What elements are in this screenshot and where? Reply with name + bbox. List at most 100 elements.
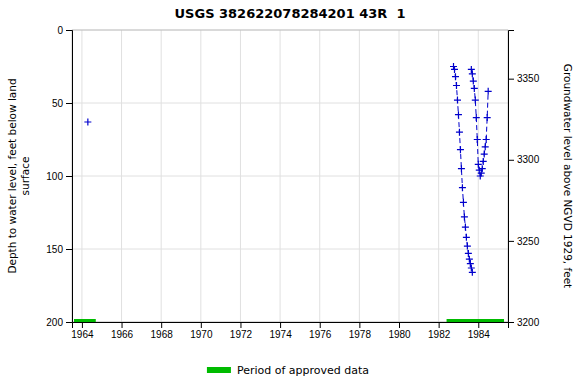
x-axis-tick-label: 1966 — [111, 329, 134, 340]
x-axis-tick-label: 1976 — [309, 329, 332, 340]
point-marker — [472, 97, 479, 104]
point-marker — [451, 66, 458, 73]
series-line — [471, 69, 488, 176]
x-axis: 1964 1966 1968 1970 1972 1974 1976 1978 1980 1982… — [71, 322, 508, 340]
plot: 1964 1966 1968 1970 1972 1974 1976 1978 1980 1982… — [46, 25, 539, 340]
legend: Period of approved data — [207, 364, 369, 377]
point-marker — [468, 264, 475, 271]
x-axis-tick: 1974 — [269, 322, 292, 340]
y2-axis-label: Groundwater level above NGVD 1929, feet — [562, 64, 574, 288]
x-axis-tick-label: 1968 — [151, 329, 174, 340]
x-axis-tick-label: 1984 — [468, 329, 491, 340]
point-marker — [461, 213, 468, 220]
point-marker — [464, 243, 471, 250]
series-line — [454, 67, 473, 273]
x-axis-tick-label: 1970 — [190, 329, 213, 340]
y-axis: 0 50 100 150 200 — [46, 25, 72, 328]
point-marker — [471, 85, 478, 92]
y-axis-tick: 150 — [46, 244, 72, 255]
y-axis-tick: 200 — [46, 317, 72, 328]
y2-axis-tick-label: 3200 — [517, 317, 540, 328]
x-axis-tick: 1964 — [71, 322, 94, 340]
approved-span — [74, 319, 504, 322]
x-axis-tick-mark — [240, 322, 241, 328]
x-axis-tick: 1970 — [190, 322, 213, 340]
point-marker — [457, 146, 464, 153]
chart: 1964 1966 1968 1970 1972 1974 1976 1978 1980 1982… — [0, 0, 576, 384]
y2-axis-tick-mark — [508, 241, 514, 242]
x-axis-tick: 1978 — [349, 322, 372, 340]
x-axis-tick-mark — [439, 322, 440, 328]
x-axis-tick-mark — [201, 322, 202, 328]
x-axis-tick-label: 1972 — [230, 329, 253, 340]
y2-axis-tick: 3300 — [508, 154, 540, 165]
y2-axis-tick-mark — [508, 160, 514, 161]
point-marker — [478, 170, 485, 177]
point-marker — [473, 114, 480, 121]
y2-axis-tick-label: 3350 — [517, 73, 540, 84]
point-marker — [469, 269, 476, 276]
x-axis-tick: 1972 — [230, 322, 253, 340]
grid-line-y — [72, 249, 508, 250]
x-axis-tick-mark — [399, 322, 400, 328]
y-axis-tick-label: 50 — [52, 98, 64, 109]
x-axis-tick-label: 1964 — [71, 329, 94, 340]
point-marker — [482, 143, 489, 150]
y-axis-tick-label: 0 — [57, 25, 63, 36]
point-marker — [455, 111, 462, 118]
x-axis-tick-label: 1982 — [428, 329, 451, 340]
y-axis-tick: 100 — [46, 171, 72, 182]
title: USGS 382622078284201 43R 1 — [175, 6, 406, 21]
y2-axis-tick-label: 3250 — [517, 236, 540, 247]
x-axis-tick-label: 1978 — [349, 329, 372, 340]
point-marker — [84, 118, 91, 125]
point-marker — [456, 129, 463, 136]
y-axis-tick-mark — [66, 249, 72, 250]
point-marker — [481, 151, 488, 158]
x-axis-line — [73, 323, 509, 329]
plot-frame — [72, 30, 508, 322]
x-axis-tick: 1966 — [111, 322, 134, 340]
point-marker — [459, 184, 466, 191]
point-marker — [469, 70, 476, 77]
x-axis-tick: 1976 — [309, 322, 332, 340]
y-axis-tick: 0 — [57, 25, 72, 36]
y-axis-tick-mark — [66, 322, 72, 323]
y2-axis-tick-label: 3300 — [517, 154, 540, 165]
point-marker — [465, 250, 472, 257]
marks — [74, 63, 504, 322]
point-marker — [466, 256, 473, 263]
grid — [72, 30, 508, 322]
y-axis-tick-label: 100 — [46, 171, 63, 182]
x-axis-tick: 1968 — [151, 322, 174, 340]
x-axis-tick: 1984 — [468, 322, 491, 340]
point-marker — [485, 88, 492, 95]
point-marker — [463, 234, 470, 241]
y-axis-tick-label: 200 — [46, 317, 63, 328]
legend-swatch — [207, 367, 231, 373]
point-marker — [458, 165, 465, 172]
x-axis-tick-label: 1980 — [388, 329, 411, 340]
y2-axis-tick-mark — [508, 79, 514, 80]
point-marker — [480, 158, 487, 165]
point-marker — [470, 78, 477, 85]
x-axis-tick-mark — [359, 322, 360, 328]
x-axis-tick-label: 1974 — [269, 329, 292, 340]
y-axis-label: Depth to water level, feet below landsur… — [6, 78, 31, 273]
y-axis-tick-mark — [66, 103, 72, 104]
y2-axis-tick-mark — [508, 322, 514, 323]
point-marker — [460, 199, 467, 206]
point-marker — [462, 224, 469, 231]
x-axis-tick: 1980 — [388, 322, 411, 340]
point-marker — [474, 136, 481, 143]
y2-axis-tick: 3250 — [508, 236, 540, 247]
point-marker — [453, 82, 460, 89]
y-axis-tick-mark — [66, 30, 72, 31]
x-axis-tick: 1982 — [428, 322, 451, 340]
legend-item: Period of approved data — [207, 364, 369, 377]
y-axis-line — [66, 31, 73, 323]
y-axis-tick: 50 — [52, 98, 72, 109]
y2-axis-tick: 3200 — [508, 317, 540, 328]
point-marker — [468, 66, 475, 73]
point-marker — [454, 97, 461, 104]
